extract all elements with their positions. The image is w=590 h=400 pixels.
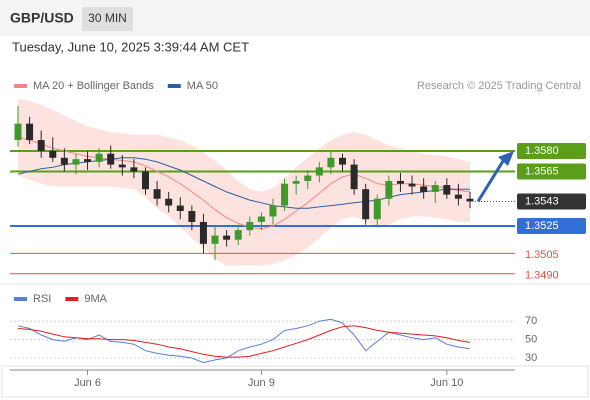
candle-body: [107, 153, 115, 165]
level-label: 1.3490: [525, 270, 559, 282]
candle-body: [141, 171, 149, 190]
level-label-box: [517, 218, 586, 235]
candle-body: [49, 150, 57, 158]
candle-body: [95, 153, 103, 162]
candle-body: [188, 211, 196, 222]
candle-body: [118, 164, 126, 168]
candle-body: [223, 235, 231, 240]
last-price-box: [517, 193, 586, 210]
candle-body: [466, 198, 474, 202]
candle-body: [385, 180, 393, 199]
legend-label[interactable]: 9MA: [84, 293, 107, 305]
last-price-label: 1.3543: [525, 195, 559, 207]
legend-swatch[interactable]: [14, 297, 27, 301]
level-label: 1.3505: [525, 249, 559, 261]
candle-body: [60, 157, 68, 165]
legend-swatch[interactable]: [14, 84, 27, 88]
legend-swatch[interactable]: [65, 297, 79, 301]
x-tick-label: Jun 10: [430, 377, 463, 389]
x-tick-label: Jun 6: [74, 377, 101, 389]
candle-body: [373, 198, 381, 220]
candle-body: [246, 221, 254, 231]
candle-body: [454, 194, 462, 199]
candle-body: [431, 185, 439, 192]
bollinger-band: [18, 99, 470, 266]
candle-body: [234, 230, 242, 240]
candle-body: [84, 159, 92, 162]
level-label-box: [517, 142, 586, 159]
y-tick-label: 30: [525, 352, 537, 364]
legend-label[interactable]: RSI: [33, 293, 51, 305]
candle-body: [176, 205, 184, 212]
candle-body: [443, 185, 451, 195]
copyright: Research © 2025 Trading Central: [417, 80, 581, 92]
legend-swatch[interactable]: [167, 84, 181, 88]
legend-label[interactable]: MA 50: [187, 80, 218, 92]
candle-body: [257, 216, 265, 222]
legend-label[interactable]: MA 20 + Bollinger Bands: [33, 80, 154, 92]
x-tick-label: Jun 9: [248, 377, 275, 389]
level-label-box: [517, 163, 586, 180]
candle-body: [327, 157, 335, 168]
candle-body: [362, 189, 370, 220]
y-tick-label: 50: [525, 334, 537, 346]
candle-body: [292, 180, 300, 184]
candle-body: [14, 123, 22, 141]
level-label: 1.3580: [525, 145, 559, 157]
forecast-arrow: [476, 157, 507, 203]
timeframe[interactable]: 30 MIN: [88, 11, 127, 25]
forecast-arrowhead: [498, 150, 514, 166]
level-label: 1.3525: [525, 220, 559, 232]
rsi-line: [17, 318, 471, 364]
ma-line: [17, 157, 470, 209]
candle-body: [165, 198, 173, 206]
candle-body: [37, 140, 45, 151]
ma-line: [17, 136, 471, 230]
candle-body: [26, 123, 34, 141]
candle-body: [408, 183, 416, 187]
level-label: 1.3565: [525, 165, 559, 177]
symbol: GBP/USD: [10, 10, 74, 26]
rsi-line: [17, 325, 471, 358]
candle-body: [199, 221, 207, 244]
timeframe-badge[interactable]: [82, 7, 133, 31]
axis-frame: [1, 365, 589, 398]
candle-body: [281, 183, 289, 206]
timestamp: Tuesday, June 10, 2025 3:39:44 AM CET: [12, 39, 249, 54]
candle-body: [72, 159, 80, 165]
candle-body: [130, 167, 138, 172]
candle-body: [396, 180, 404, 184]
candle-body: [315, 167, 323, 176]
candle-body: [211, 235, 219, 244]
candle-body: [269, 205, 277, 217]
candle-body: [153, 189, 161, 199]
y-tick-label: 70: [525, 315, 537, 327]
candle-body: [304, 175, 312, 181]
candle-body: [339, 157, 347, 165]
candle-body: [420, 186, 428, 192]
candle-body: [350, 164, 358, 190]
